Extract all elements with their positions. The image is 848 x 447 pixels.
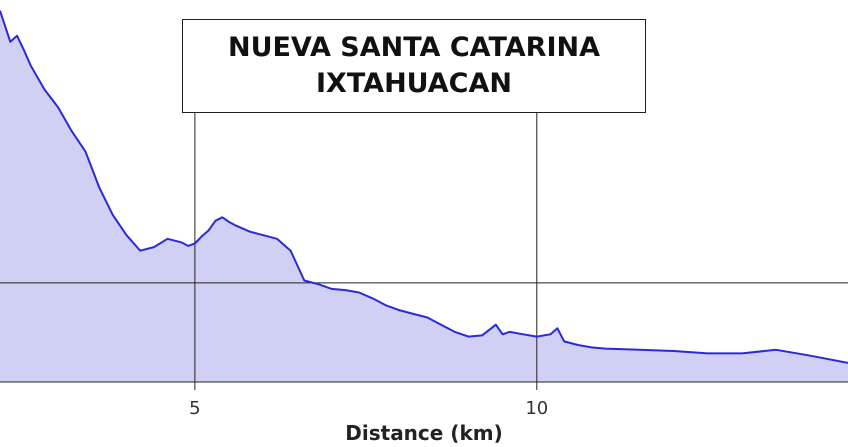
elevation-profile-line — [0, 10, 848, 364]
chart-title-line-2: IXTAHUACAN — [316, 68, 512, 99]
chart-title-line-1: NUEVA SANTA CATARINA — [227, 32, 601, 63]
chart-title-box: NUEVA SANTA CATARINA IXTAHUACAN — [182, 19, 646, 113]
x-tick-label-10: 10 — [525, 398, 548, 419]
x-tick-label-5: 5 — [189, 398, 200, 419]
elevation-area-fill — [0, 10, 848, 382]
x-axis-title: Distance (km) — [345, 421, 502, 445]
